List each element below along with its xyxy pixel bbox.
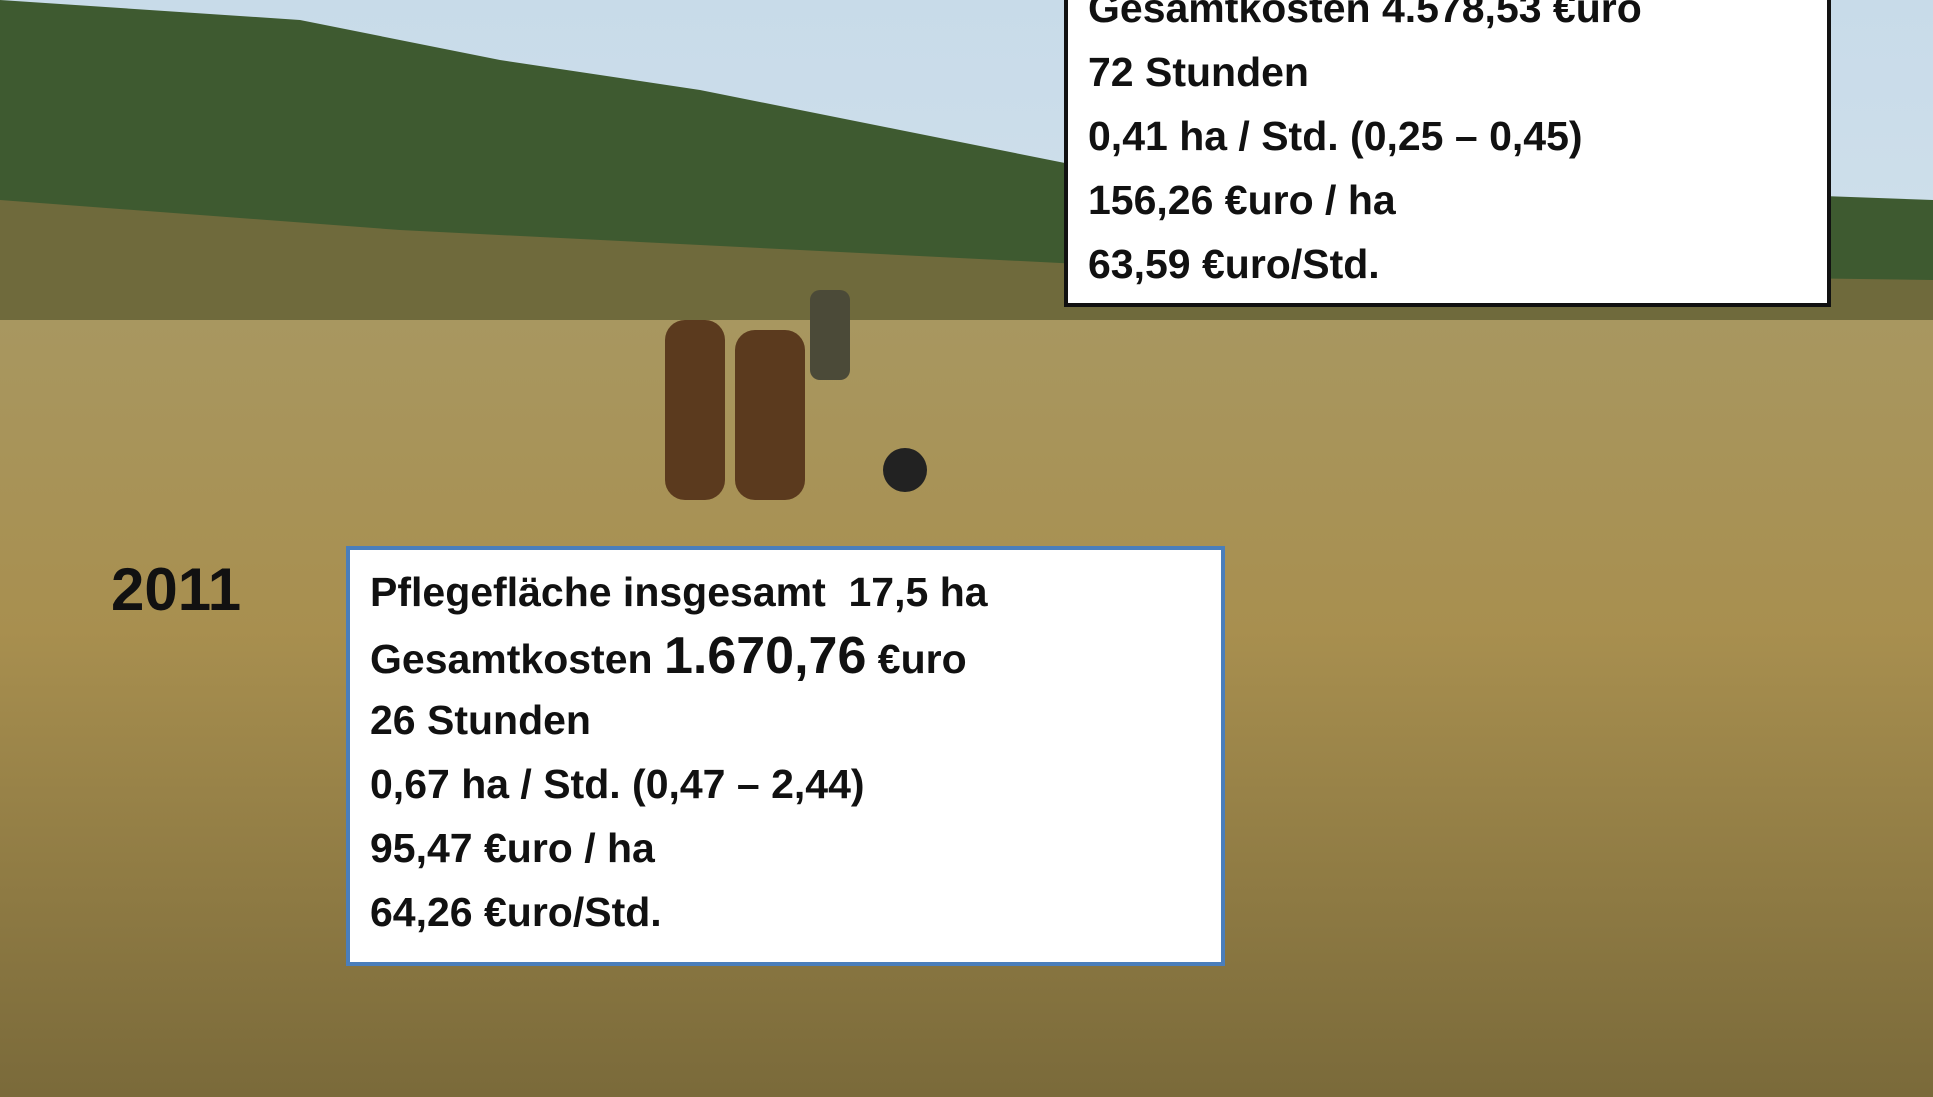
label: Gesamtkosten [370,636,653,682]
text-line: 95,47 €uro / ha [370,816,1221,880]
slide: Gesamtkosten 4.578,53 €uro 72 Stunden 0,… [0,0,1933,1097]
text-line: Pflegefläche insgesamt 17,5 ha [370,560,1221,624]
text-line: 26 Stunden [370,688,1221,752]
text-line: 64,26 €uro/Std. [370,880,1221,944]
amount: 1.670,76 [664,627,866,685]
text-line: Gesamtkosten 4.578,53 €uro [1088,0,1827,40]
text-line: Gesamtkosten 1.670,76 €uro [370,624,1221,688]
text-line: 72 Stunden [1088,40,1827,104]
text-line: 0,67 ha / Std. (0,47 – 2,44) [370,752,1221,816]
text-line: 63,59 €uro/Std. [1088,232,1827,296]
year-label: 2011 [111,555,241,624]
bottom-text-box: Pflegefläche insgesamt 17,5 ha Gesamtkos… [346,546,1225,966]
text-line: 156,26 €uro / ha [1088,168,1827,232]
unit: €uro [878,636,967,682]
text-line: 0,41 ha / Std. (0,25 – 0,45) [1088,104,1827,168]
top-text-box: Gesamtkosten 4.578,53 €uro 72 Stunden 0,… [1064,0,1831,307]
